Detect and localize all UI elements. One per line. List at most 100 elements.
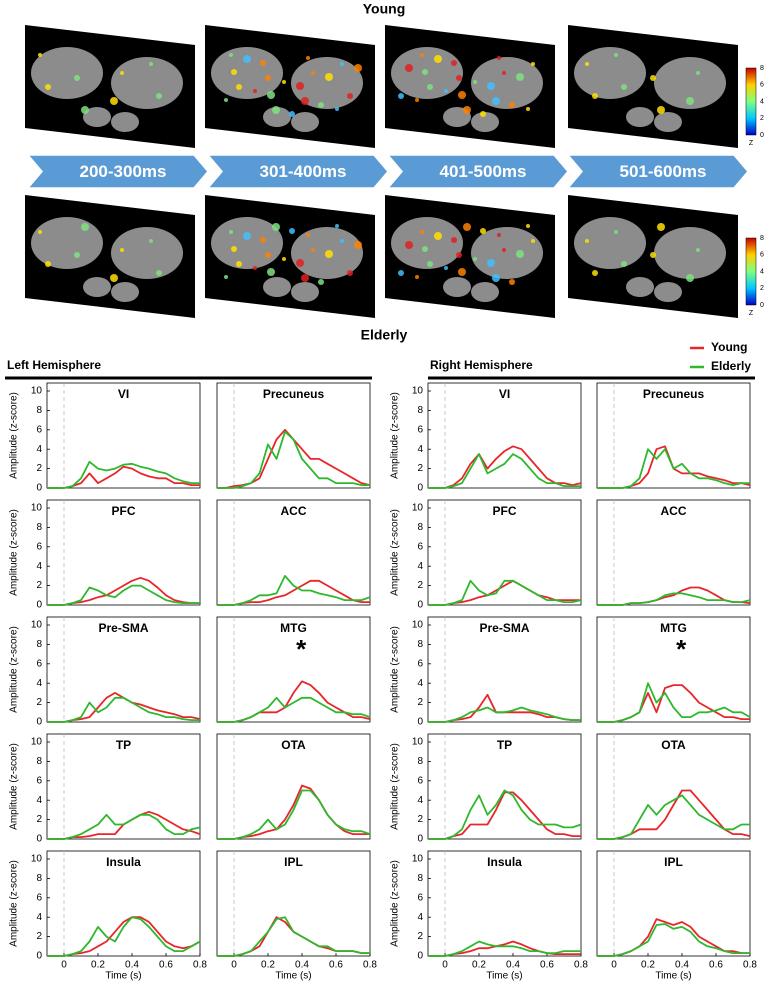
colorbar-tick-label: 2: [760, 115, 764, 122]
activation-blob: [318, 279, 324, 285]
panel-title: Pre-SMA: [479, 621, 529, 635]
y-tick-label: 8: [417, 522, 423, 533]
brain-image: [205, 195, 375, 318]
activation-blob: [265, 75, 271, 81]
y-axis-label: Amplitude (z-score): [9, 860, 20, 947]
brain-right: [654, 227, 726, 279]
activation-blob: [492, 97, 500, 105]
brain-right: [291, 57, 363, 109]
activation-blob: [585, 239, 589, 243]
x-tick-label: 0: [442, 960, 448, 971]
plot-frame: [216, 499, 371, 606]
activation-blob: [427, 84, 433, 90]
time-window-label: 301-400ms: [260, 162, 347, 181]
activation-blob: [289, 111, 295, 117]
brain-small: [111, 282, 139, 302]
y-tick-label: 2: [36, 463, 42, 474]
panel-title: VI: [118, 387, 129, 401]
series-line: [428, 579, 582, 606]
activation-blob: [405, 64, 413, 72]
elderly-label: Elderly: [361, 327, 408, 343]
activation-blob: [592, 93, 598, 99]
y-tick-label: 4: [417, 561, 423, 572]
y-tick-label: 4: [417, 795, 423, 806]
y-tick-label: 8: [417, 756, 423, 767]
activation-blob: [492, 274, 500, 282]
time-window-arrow: [26, 154, 209, 189]
panel-title: Pre-SMA: [98, 621, 148, 635]
panel-title: OTA: [281, 738, 306, 752]
y-tick-label: 6: [417, 541, 423, 552]
panel-title: MTG: [280, 621, 307, 635]
y-tick-label: 6: [36, 541, 42, 552]
y-tick-label: 0: [36, 717, 42, 728]
plot-frame: [216, 616, 371, 723]
brain-small: [291, 282, 319, 302]
time-window-label: 501-600ms: [620, 162, 707, 181]
activation-blob: [335, 107, 339, 111]
time-window-label: 200-300ms: [80, 162, 167, 181]
activation-blob: [45, 84, 51, 90]
y-axis-label: Amplitude (z-score): [390, 509, 401, 596]
activation-blob: [531, 239, 535, 243]
plot-frame: [216, 850, 371, 957]
activation-blob: [427, 261, 433, 267]
brain-small: [471, 112, 499, 132]
brain-small: [83, 277, 111, 297]
y-tick-label: 4: [417, 678, 423, 689]
x-tick-label: 0.8: [743, 960, 757, 971]
series-line: [47, 460, 200, 489]
panel-title: MTG: [660, 621, 687, 635]
y-tick-label: 0: [417, 834, 423, 845]
panel-title: Insula: [487, 855, 522, 869]
series-line: [217, 575, 371, 606]
activation-blob: [456, 75, 462, 81]
activation-blob: [398, 93, 404, 99]
x-tick-label: 0.4: [295, 960, 309, 971]
plot-frame: [427, 733, 582, 840]
x-axis-label: Time (s): [486, 971, 522, 982]
y-tick-label: 4: [36, 795, 42, 806]
plot-frame: [427, 499, 582, 606]
colorbar-tick-label: 4: [760, 268, 764, 275]
activation-blob: [621, 261, 627, 267]
y-axis-label: Amplitude (z-score): [390, 392, 401, 479]
activation-blob: [422, 69, 428, 75]
colorbar-label: Z: [749, 140, 754, 147]
plot-frame: [596, 616, 751, 723]
y-tick-label: 8: [36, 873, 42, 884]
brain-image: [568, 195, 738, 318]
activation-blob: [497, 233, 501, 237]
brain-image: [568, 25, 738, 148]
panel-title: Precuneus: [643, 387, 705, 401]
activation-blob: [451, 237, 457, 243]
y-tick-label: 8: [36, 756, 42, 767]
x-tick-label: 0.8: [574, 960, 588, 971]
activation-blob: [74, 75, 80, 81]
hemisphere-label: Right Hemisphere: [430, 358, 533, 372]
activation-blob: [260, 60, 266, 66]
brain-image: [385, 25, 555, 148]
brain-left: [574, 217, 646, 269]
brain-image: [385, 195, 555, 318]
y-tick-label: 2: [417, 931, 423, 942]
plot-frame: [596, 733, 751, 840]
y-tick-label: 10: [31, 620, 43, 631]
y-tick-label: 10: [412, 737, 424, 748]
x-tick-label: 0.2: [261, 960, 275, 971]
brain-left: [574, 47, 646, 99]
brain-right: [654, 57, 726, 109]
activation-blob: [592, 270, 598, 276]
activation-blob: [526, 107, 530, 111]
y-axis-label: Amplitude (z-score): [390, 743, 401, 830]
y-tick-label: 2: [417, 463, 423, 474]
colorbar-tick-label: 4: [760, 98, 764, 105]
legend-label: Elderly: [711, 359, 751, 373]
activation-blob: [415, 275, 419, 279]
panel-title: ACC: [281, 504, 307, 518]
x-tick-label: 0.8: [193, 960, 207, 971]
x-axis-label: Time (s): [275, 971, 311, 982]
activation-blob: [657, 223, 665, 231]
y-tick-label: 6: [36, 775, 42, 786]
activation-blob: [420, 230, 424, 234]
